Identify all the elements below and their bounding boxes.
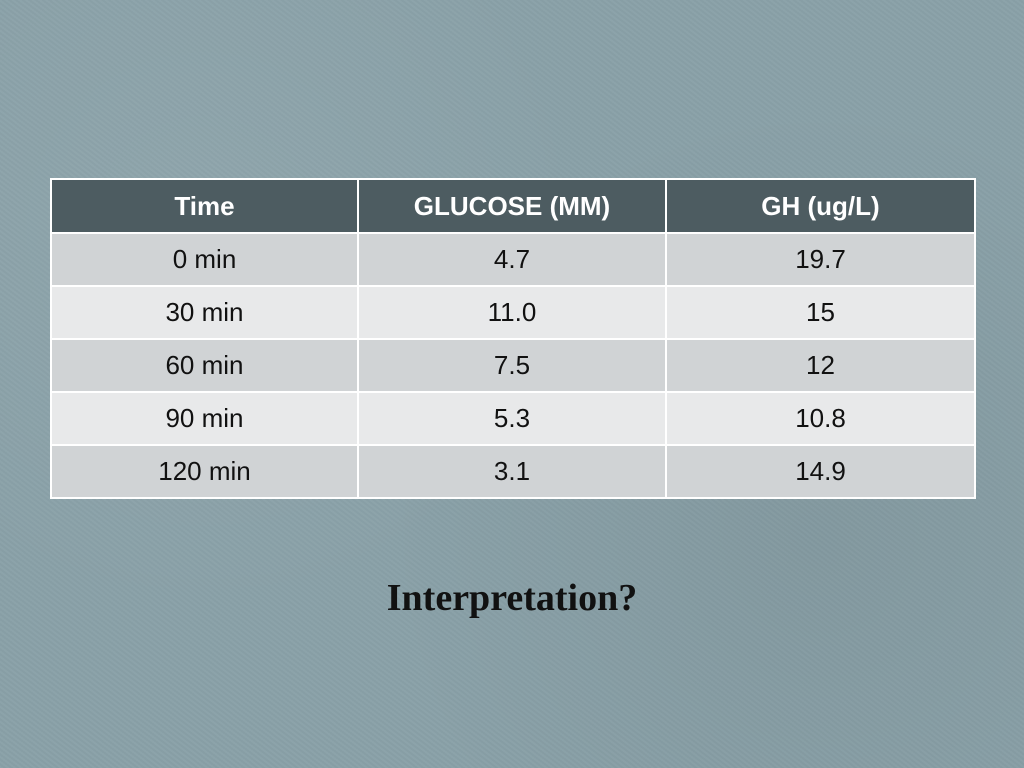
cell-time: 0 min: [50, 232, 359, 287]
cell-time: 30 min: [50, 285, 359, 340]
header-gh: GH (ug/L): [665, 178, 976, 234]
cell-glucose: 4.7: [357, 232, 667, 287]
table-row: 30 min 11.0 15: [50, 285, 976, 340]
cell-gh: 15: [665, 285, 976, 340]
cell-glucose: 7.5: [357, 338, 667, 393]
header-time: Time: [50, 178, 359, 234]
cell-gh: 12: [665, 338, 976, 393]
table-header-row: Time GLUCOSE (MM) GH (ug/L): [50, 178, 976, 234]
cell-time: 120 min: [50, 444, 359, 499]
table-row: 0 min 4.7 19.7: [50, 232, 976, 287]
cell-glucose: 11.0: [357, 285, 667, 340]
cell-time: 60 min: [50, 338, 359, 393]
table-row: 120 min 3.1 14.9: [50, 444, 976, 499]
cell-glucose: 3.1: [357, 444, 667, 499]
cell-gh: 19.7: [665, 232, 976, 287]
interpretation-prompt: Interpretation?: [386, 577, 638, 619]
cell-gh: 10.8: [665, 391, 976, 446]
data-table: Time GLUCOSE (MM) GH (ug/L) 0 min 4.7 19…: [50, 178, 976, 499]
cell-glucose: 5.3: [357, 391, 667, 446]
header-glucose: GLUCOSE (MM): [357, 178, 667, 234]
table-row: 60 min 7.5 12: [50, 338, 976, 393]
table-row: 90 min 5.3 10.8: [50, 391, 976, 446]
cell-time: 90 min: [50, 391, 359, 446]
cell-gh: 14.9: [665, 444, 976, 499]
